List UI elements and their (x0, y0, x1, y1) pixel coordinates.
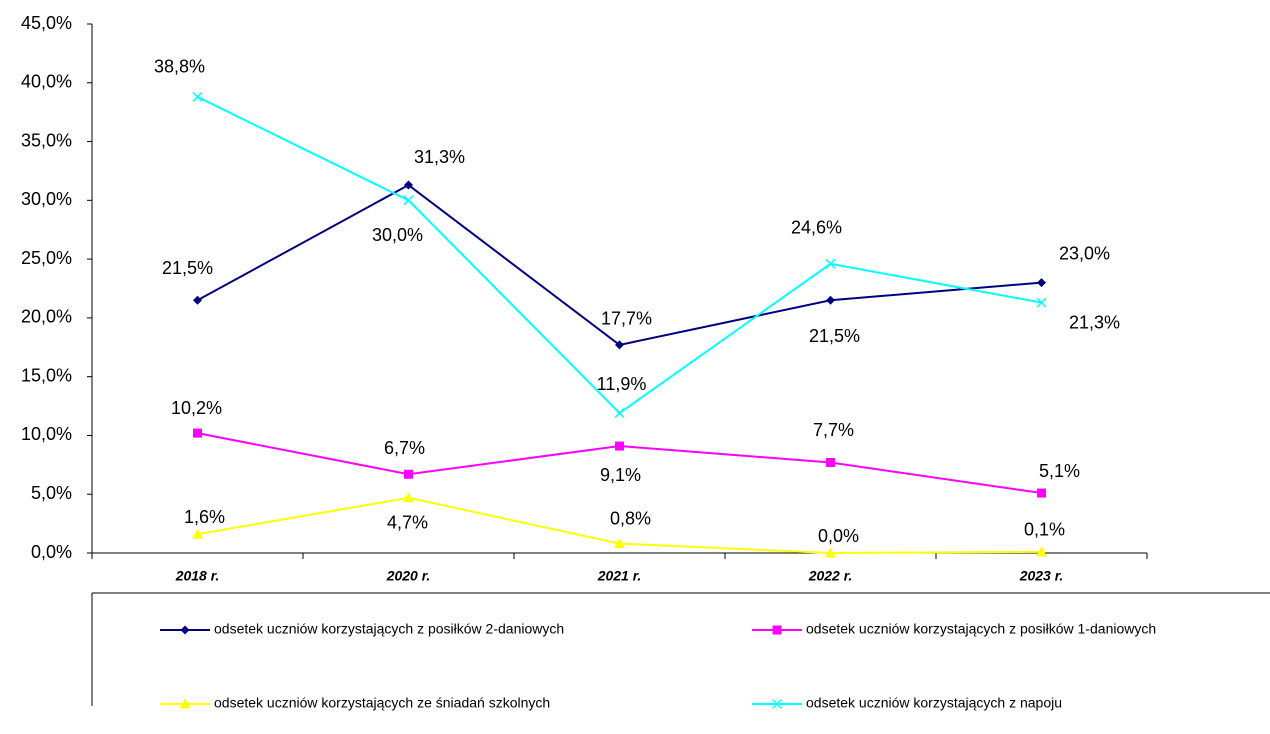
data-point (1036, 297, 1047, 308)
data-point (192, 528, 203, 539)
legend-label: odsetek uczniów korzystających ze śniada… (214, 695, 550, 711)
data-label: 31,3% (414, 147, 465, 167)
data-label: 21,5% (162, 258, 213, 278)
y-tick-label: 35,0% (21, 130, 72, 150)
data-label: 9,1% (600, 465, 641, 485)
data-point (614, 408, 625, 419)
data-label: 38,8% (154, 57, 205, 77)
legend-marker (179, 698, 191, 709)
data-point (614, 538, 625, 549)
legend-marker (771, 698, 783, 710)
y-tick-label: 15,0% (21, 365, 72, 385)
data-label: 30,0% (372, 225, 423, 245)
legend-label: odsetek uczniów korzystających z posiłkó… (214, 621, 564, 637)
legend-marker (180, 625, 190, 635)
y-tick-label: 5,0% (31, 483, 72, 503)
legend-marker (772, 625, 782, 635)
data-point (825, 258, 836, 269)
data-point (1036, 546, 1047, 557)
y-tick-label: 0,0% (31, 542, 72, 562)
data-point (404, 180, 413, 190)
data-point (826, 295, 835, 305)
data-point (403, 195, 414, 206)
data-point (193, 295, 202, 305)
data-label: 4,7% (387, 512, 428, 532)
x-tick-label: 2020 r. (386, 568, 431, 584)
y-tick-label: 30,0% (21, 189, 72, 209)
data-label: 17,7% (601, 309, 652, 329)
x-tick-label: 2021 r. (597, 568, 642, 584)
data-label: 21,5% (809, 326, 860, 346)
data-label: 23,0% (1059, 243, 1110, 263)
data-point (404, 469, 413, 479)
data-label: 0,8% (610, 508, 651, 528)
data-label: 6,7% (384, 438, 425, 458)
series-line (197, 95, 1042, 415)
data-label: 1,6% (184, 507, 225, 527)
y-tick-label: 45,0% (21, 13, 72, 33)
data-point (193, 428, 202, 438)
legend-label: odsetek uczniów korzystających z napoju (806, 695, 1062, 711)
data-point (826, 457, 835, 467)
data-label: 21,3% (1069, 312, 1120, 332)
data-label: 24,6% (791, 218, 842, 238)
x-tick-label: 2018 r. (175, 568, 220, 584)
x-tick-label: 2023 r. (1019, 568, 1064, 584)
data-label: 5,1% (1039, 461, 1080, 481)
data-label: 10,2% (171, 398, 222, 418)
data-point (192, 91, 203, 102)
x-tick-label: 2022 r. (808, 568, 853, 584)
data-point (1037, 278, 1046, 288)
data-point (615, 340, 624, 350)
data-point (615, 441, 624, 451)
data-point (1037, 488, 1046, 498)
y-tick-label: 20,0% (21, 307, 72, 327)
data-label: 0,1% (1024, 520, 1065, 540)
data-point (825, 547, 836, 558)
data-label: 11,9% (597, 374, 647, 394)
y-tick-label: 40,0% (21, 72, 72, 92)
data-point (403, 492, 414, 503)
y-tick-label: 10,0% (21, 424, 72, 444)
y-tick-label: 25,0% (21, 248, 72, 268)
legend-label: odsetek uczniów korzystających z posiłkó… (806, 621, 1156, 637)
data-label: 0,0% (818, 526, 859, 546)
data-label: 7,7% (813, 420, 854, 440)
